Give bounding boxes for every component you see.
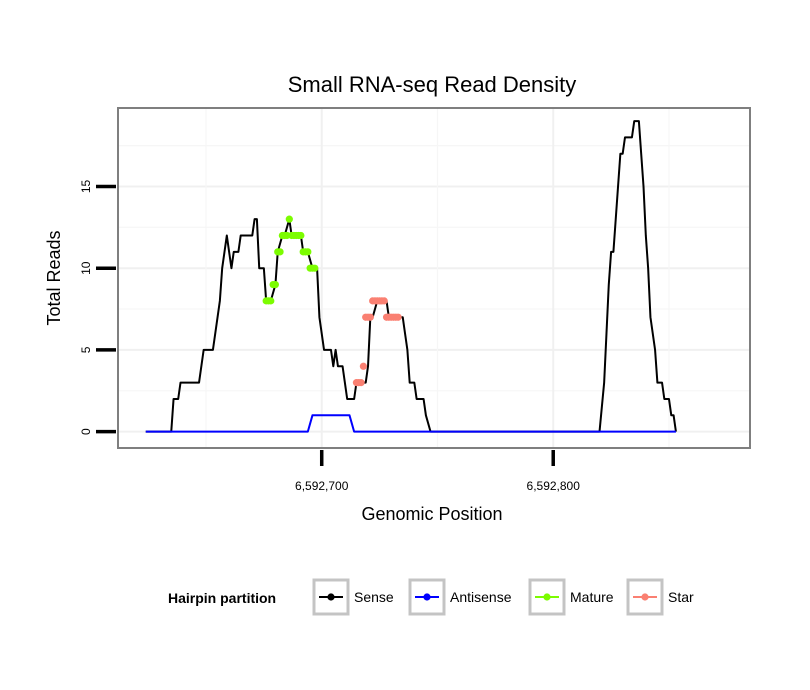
x-axis-title: Genomic Position — [361, 504, 502, 524]
series-point-star — [394, 313, 402, 321]
y-tick-label: 0 — [79, 428, 93, 435]
legend: Hairpin partition Sense Antisense Mature St… — [168, 578, 694, 616]
legend-label-mature: Mature — [570, 589, 614, 605]
y-tick-label: 15 — [79, 179, 93, 193]
legend-key-point — [327, 593, 335, 601]
series-point-star — [366, 313, 374, 321]
series-point-mature — [271, 280, 280, 289]
series-point-star — [359, 362, 367, 370]
grid-lines — [118, 108, 750, 448]
x-tick-label: 6,592,700 — [295, 479, 349, 493]
series-line-antisense — [145, 414, 676, 433]
series-point-mature — [285, 215, 293, 223]
series-point-mature — [297, 231, 305, 240]
legend-key-point — [423, 593, 431, 601]
series-point-mature — [311, 264, 319, 272]
series-layer — [145, 120, 677, 433]
series-point-mature — [276, 248, 284, 256]
series-point-star — [357, 379, 365, 387]
plot-background — [118, 108, 750, 448]
legend-label-star: Star — [668, 589, 694, 605]
legend-key-point — [543, 593, 551, 601]
x-axis: 6,592,700 6,592,800 — [295, 450, 580, 493]
legend-key-point — [641, 593, 649, 601]
series-point-star — [380, 297, 388, 305]
plot-border — [117, 107, 751, 449]
y-axis-title: Total Reads — [44, 230, 64, 325]
plot-panel — [118, 108, 750, 448]
y-tick-label: 10 — [79, 261, 93, 275]
series-point-mature — [304, 248, 312, 256]
legend-label-antisense: Antisense — [450, 589, 512, 605]
chart-title: Small RNA-seq Read Density — [288, 72, 577, 97]
y-axis: 0 5 10 15 — [79, 179, 116, 435]
legend-title: Hairpin partition — [168, 590, 276, 606]
legend-label-sense: Sense — [354, 589, 394, 605]
y-tick-label: 5 — [79, 346, 93, 353]
x-tick-label: 6,592,800 — [527, 479, 581, 493]
series-point-mature — [267, 297, 275, 305]
